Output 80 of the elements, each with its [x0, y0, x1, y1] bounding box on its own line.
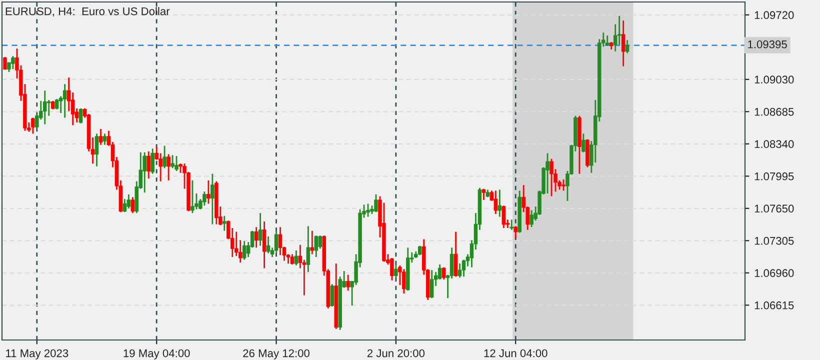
candlestick — [330, 283, 334, 308]
candlestick — [546, 152, 550, 194]
candlestick — [394, 264, 398, 278]
y-tick-label: 1.08685 — [754, 108, 794, 116]
candlestick — [190, 180, 194, 214]
candlestick — [498, 189, 502, 218]
candlestick — [162, 145, 166, 169]
candlestick — [170, 154, 174, 169]
candlestick — [458, 262, 462, 278]
candlestick — [94, 132, 99, 168]
candlestick — [582, 132, 586, 153]
y-tick-label: 1.09720 — [754, 11, 794, 20]
candlestick — [174, 155, 178, 172]
candlestick — [346, 274, 350, 292]
candlestick — [314, 234, 318, 258]
candlestick — [625, 39, 630, 54]
candlestick — [318, 234, 322, 250]
candlestick — [390, 257, 394, 282]
candlestick — [258, 212, 262, 246]
candlestick — [78, 108, 83, 124]
candlestick — [442, 266, 446, 280]
candlestick — [494, 190, 498, 215]
x-tick-label: 26 May 12:00 — [243, 349, 310, 360]
x-tick-label: 12 Jun 04:00 — [484, 349, 548, 358]
candlestick — [530, 210, 534, 228]
candlestick — [310, 230, 314, 255]
candlestick — [510, 218, 514, 231]
candlestick — [402, 268, 406, 294]
candlestick — [43, 90, 47, 125]
y-tick-label: 1.06615 — [754, 301, 794, 310]
candlestick — [274, 230, 278, 254]
candlestick — [430, 269, 434, 299]
candlestick — [606, 34, 610, 46]
candlestick — [290, 253, 294, 266]
candlestick — [266, 236, 270, 254]
y-tick-label: 1.07650 — [754, 204, 794, 213]
candlestick — [562, 178, 566, 192]
candlestick — [3, 56, 7, 70]
x-tick-label: 2 Jun 20:00 — [367, 349, 425, 358]
candlestick — [206, 180, 210, 204]
y-tick-label: 1.08340 — [754, 140, 794, 148]
candlestick — [502, 204, 506, 229]
candlestick — [166, 153, 170, 182]
candlestick — [262, 220, 266, 269]
candlestick — [54, 98, 59, 110]
candlestick — [31, 117, 35, 134]
candlestick — [126, 194, 131, 210]
candlestick — [418, 245, 422, 256]
candlestick — [210, 173, 214, 225]
candlestick — [454, 231, 458, 278]
candlestick — [122, 198, 127, 213]
x-tick-label: 11 May 2023 — [6, 349, 68, 360]
y-tick-label: 1.07305 — [754, 236, 794, 245]
candlestick — [514, 225, 518, 239]
candlestick — [62, 83, 67, 118]
candlestick — [150, 148, 154, 174]
candlestick — [47, 99, 51, 117]
y-tick-label: 1.06960 — [754, 269, 794, 278]
x-tick-label: 19 May 04:00 — [124, 349, 190, 360]
chart-title: EURUSD, H4: Euro vs US Dollar — [6, 7, 170, 17]
candlestick — [254, 226, 258, 248]
candlestick — [130, 196, 135, 214]
candlestick — [294, 250, 298, 266]
candlestick — [242, 240, 246, 260]
candlestick — [374, 194, 378, 213]
candlestick — [621, 20, 626, 68]
candlestick — [11, 55, 15, 70]
candlestick — [98, 128, 103, 146]
y-tick-label: 1.07995 — [754, 172, 794, 180]
candlestick — [102, 132, 107, 146]
candlestick — [482, 188, 486, 201]
candlestick — [306, 225, 310, 273]
candlestick — [366, 203, 370, 218]
candlestick — [202, 190, 206, 206]
candlestick — [222, 215, 226, 232]
candlestick — [142, 152, 146, 194]
y-tick-label: 1.09030 — [754, 76, 794, 84]
candlestick — [550, 158, 554, 197]
ref-line-label: 1.09395 — [748, 40, 787, 48]
candlestick — [146, 150, 150, 180]
